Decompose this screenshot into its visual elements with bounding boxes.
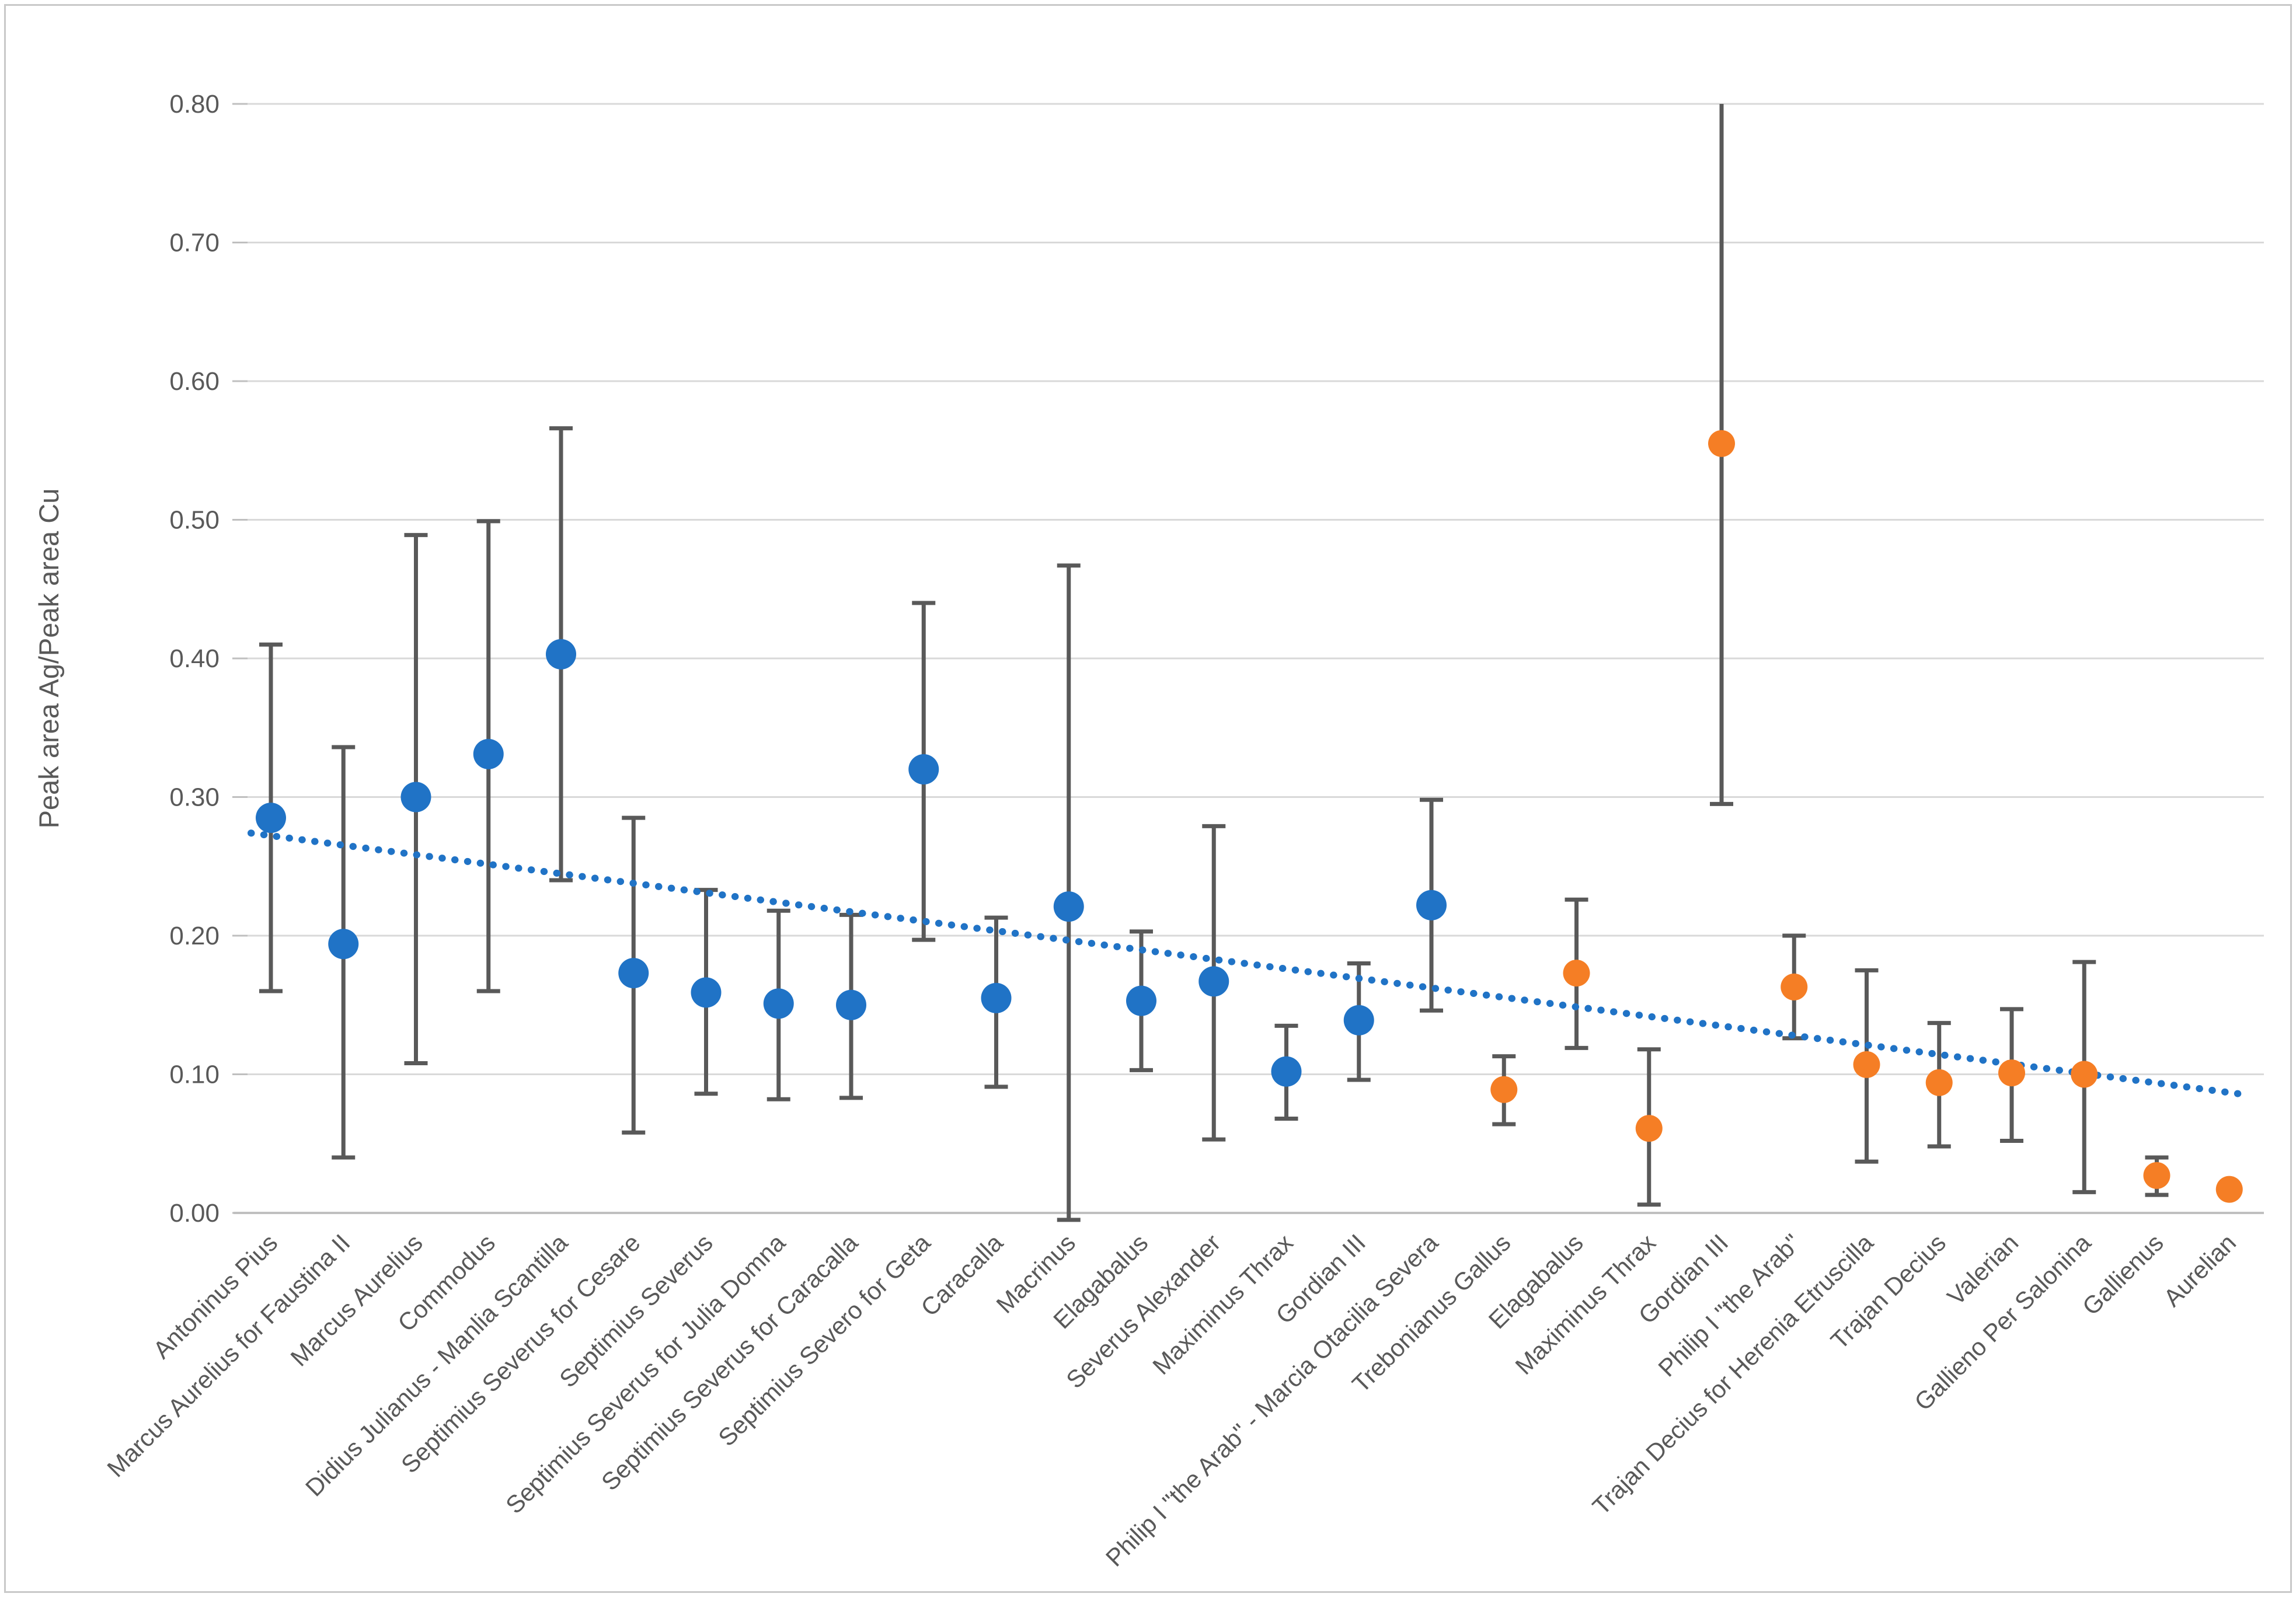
data-point [1998, 1059, 2025, 1087]
data-point [981, 982, 1012, 1013]
data-point [1343, 1005, 1374, 1035]
data-point [256, 803, 286, 834]
gridlines [234, 103, 2264, 1214]
data-point [328, 929, 359, 960]
data-point [473, 738, 504, 769]
x-axis-label: Septimius Severus for Caracalla [596, 1229, 863, 1496]
data-points [256, 430, 2243, 1203]
trendline [248, 829, 2252, 1099]
trendline-line [248, 829, 2252, 1099]
y-axis-ticks [232, 103, 248, 1214]
data-point [1490, 1076, 1518, 1103]
y-tick-label: 0.80 [169, 90, 220, 118]
x-axis-label: Didius Julianus - Manlia Scantilla [300, 1229, 573, 1502]
data-point [691, 977, 722, 1008]
data-point [908, 754, 939, 784]
data-point [618, 958, 649, 989]
data-point [1925, 1069, 1953, 1096]
y-axis-tick-labels: 0.00 0.10 0.20 0.30 0.40 0.50 0.60 0.70 0.80 [169, 90, 220, 1228]
y-tick-label: 0.60 [169, 367, 220, 396]
x-axis-label: Philip I "the Arab" - Marcia Otacilia Se… [1100, 1229, 1444, 1572]
y-axis-title: Peak area Ag/Peak area Cu [33, 489, 64, 829]
data-point [2071, 1061, 2098, 1088]
data-point [1563, 960, 1590, 987]
data-point [400, 782, 431, 813]
x-axis-label: Marcus Aurelius [285, 1229, 428, 1372]
y-tick-label: 0.70 [169, 229, 220, 257]
data-point [836, 989, 866, 1020]
y-tick-label: 0.20 [169, 922, 220, 950]
error-bars [259, 104, 2169, 1222]
x-axis-label: Aurelian [2158, 1229, 2241, 1312]
data-point [1053, 891, 1084, 922]
data-point [1271, 1056, 1302, 1087]
y-tick-label: 0.00 [169, 1199, 220, 1228]
data-point [1635, 1115, 1663, 1142]
data-point [1416, 890, 1447, 920]
y-tick-label: 0.30 [169, 783, 220, 812]
y-tick-label: 0.50 [169, 506, 220, 535]
data-point [2143, 1162, 2170, 1189]
data-point [2215, 1176, 2243, 1203]
y-tick-label: 0.40 [169, 644, 220, 673]
data-point [1198, 966, 1229, 997]
data-point [1126, 985, 1156, 1016]
data-point [1853, 1051, 1880, 1078]
data-point [763, 988, 794, 1019]
y-tick-label: 0.10 [169, 1061, 220, 1089]
x-axis-label: Gallienus [2077, 1229, 2169, 1320]
data-point [1781, 973, 1808, 1000]
data-point [546, 639, 576, 670]
data-point [1708, 430, 1735, 457]
x-axis-label: Antoninus Pius [148, 1229, 283, 1364]
